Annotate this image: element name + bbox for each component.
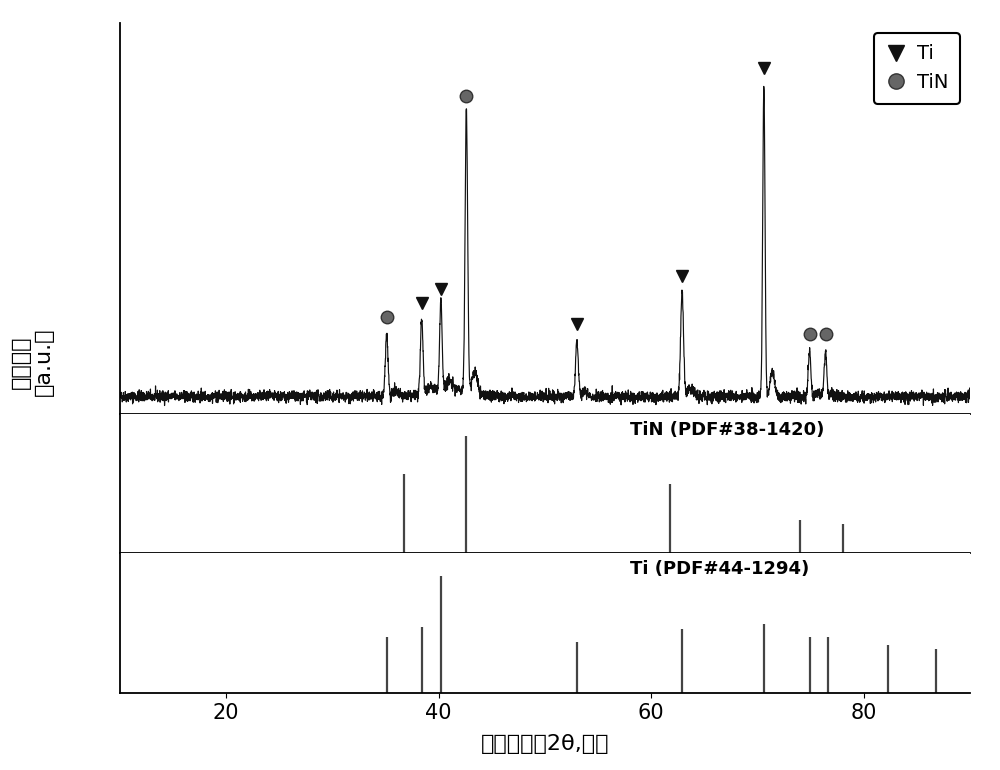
Legend: Ti, TiN: Ti, TiN [874, 33, 960, 104]
X-axis label: 衍射角度（2θ,度）: 衍射角度（2θ,度） [481, 734, 609, 754]
Text: TiN (PDF#38-1420): TiN (PDF#38-1420) [630, 421, 824, 439]
Text: 衍射强度
（a.u.）: 衍射强度 （a.u.） [10, 328, 54, 396]
Text: Ti (PDF#44-1294): Ti (PDF#44-1294) [630, 561, 809, 578]
